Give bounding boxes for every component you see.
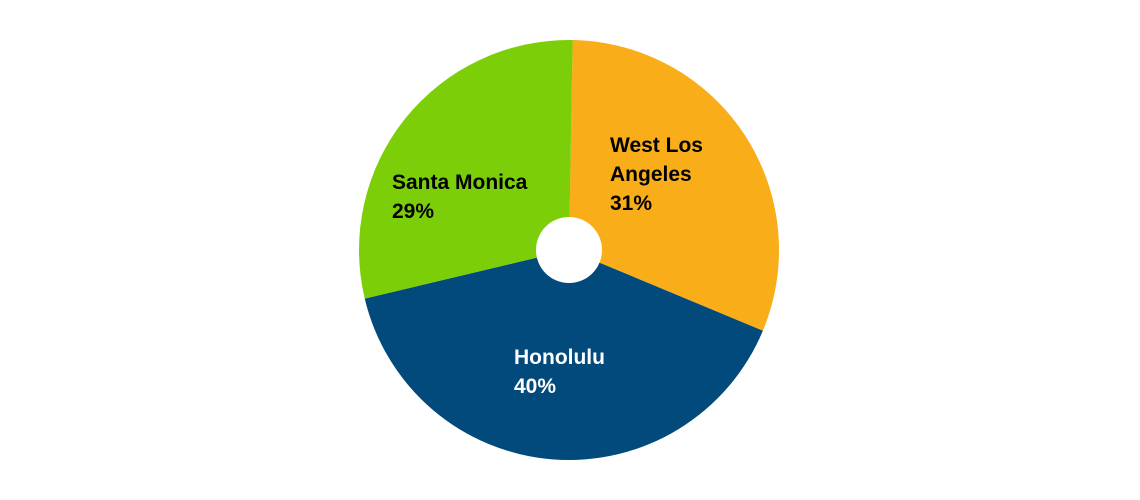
slice-percent: 40% — [514, 375, 556, 398]
slice-label-santa-monica: Santa Monica 29% — [392, 171, 528, 223]
pie-slice-honolulu — [364, 250, 763, 460]
slice-label-honolulu: Honolulu 40% — [514, 346, 605, 398]
pie-slices — [359, 39, 779, 460]
slice-name-line: Angeles — [610, 163, 692, 186]
slice-percent: 29% — [392, 200, 434, 223]
slice-label-west-los-angeles: West Los Angeles 31% — [610, 134, 703, 215]
slice-labels: West Los Angeles 31% Honolulu 40% Santa Monic… — [392, 134, 703, 398]
pie-slice-west-los-angeles — [569, 40, 779, 331]
slice-percent: 31% — [610, 192, 652, 215]
pie-slice-santa-monica — [359, 39, 573, 299]
pie-center-hole — [536, 217, 602, 283]
slice-name-line: Honolulu — [514, 346, 605, 369]
slice-name-line: West Los — [610, 134, 703, 157]
slice-name-line: Santa Monica — [392, 171, 528, 194]
